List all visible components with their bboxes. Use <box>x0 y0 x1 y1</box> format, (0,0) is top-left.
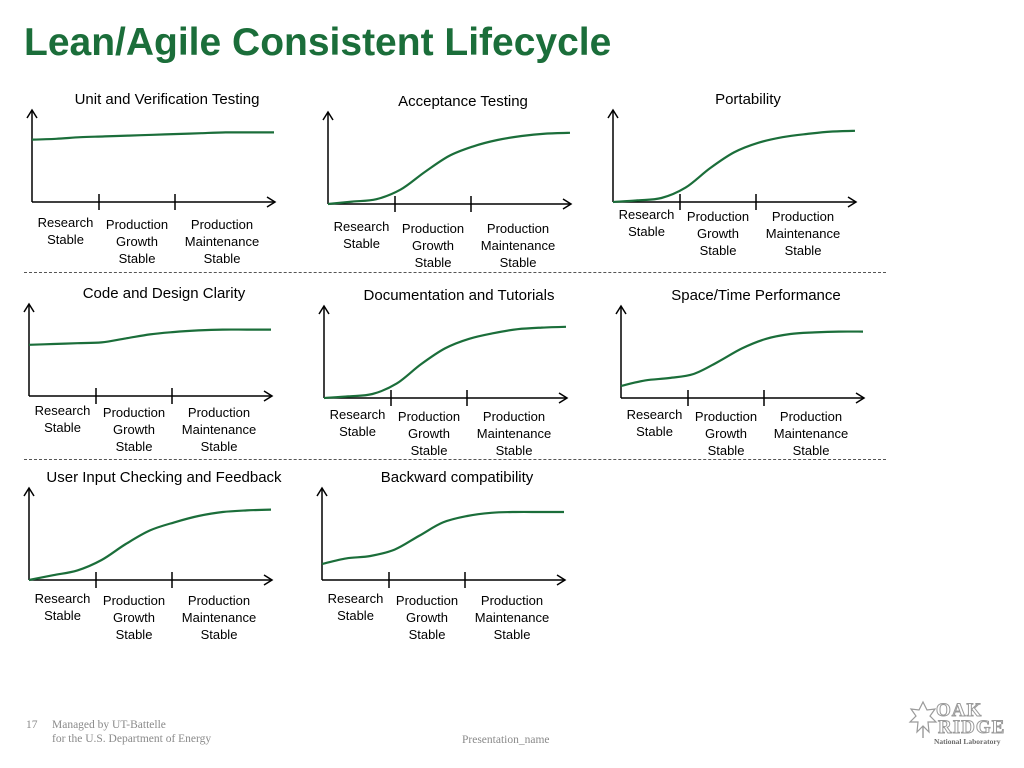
chart-title: Backward compatibility <box>380 469 534 486</box>
maturity-curve <box>28 328 271 346</box>
phase-label: Research Stable <box>37 215 94 247</box>
chart-title: Space/Time Performance <box>671 287 841 304</box>
chart-panel: Backward compatibility Research Stable Pro… <box>312 468 602 648</box>
x-axis-arrow <box>556 574 567 586</box>
phase-label: Production Maintenance Stable <box>765 209 841 258</box>
logo-word-oak: OAK <box>935 700 983 722</box>
row-divider-1 <box>24 272 886 273</box>
phase-label: Production Growth Stable <box>102 593 166 642</box>
x-axis-arrow <box>847 196 858 208</box>
phase-label: Research Stable <box>34 403 91 435</box>
phase-label: Research Stable <box>34 591 91 623</box>
y-axis-arrow <box>23 302 35 313</box>
footer-department: for the U.S. Department of Energy <box>52 733 212 745</box>
phase-label: Production Growth Stable <box>694 409 758 458</box>
y-axis-arrow <box>316 486 328 497</box>
maturity-curve <box>620 330 864 388</box>
logo-subtitle: National Laboratory <box>934 737 1001 746</box>
chart-plot <box>26 108 277 210</box>
chart-panel: Portability Research Stable Production Gro… <box>603 90 893 270</box>
chart-plot <box>322 110 573 212</box>
presentation-name: Presentation_name <box>462 734 550 746</box>
chart-plot <box>318 304 569 406</box>
chart-title: Code and Design Clarity <box>82 285 246 302</box>
maturity-curve <box>323 325 567 400</box>
chart-title: Unit and Verification Testing <box>74 91 260 108</box>
x-axis-arrow <box>263 574 274 586</box>
chart-title: Acceptance Testing <box>398 93 528 110</box>
phase-label: Production Maintenance Stable <box>480 221 556 270</box>
chart-panel: Space/Time Performance Research Stable Pro… <box>611 286 901 466</box>
phase-label: Production Maintenance Stable <box>773 409 849 458</box>
chart-panel: Code and Design Clarity Research Stable Pr… <box>19 284 309 464</box>
maturity-curve <box>327 131 571 206</box>
phase-label: Research Stable <box>626 407 683 439</box>
chart-panel: User Input Checking and Feedback Research… <box>19 468 309 648</box>
maturity-curve <box>28 508 272 582</box>
phase-label: Production Growth Stable <box>401 221 465 270</box>
x-axis-arrow <box>855 392 866 404</box>
logo-word-ridge: RIDGE <box>937 717 1006 739</box>
maturity-curve <box>321 510 564 566</box>
oak-ridge-logo: OAK RIDGE National Laboratory <box>908 700 1008 750</box>
phase-label: Research Stable <box>333 219 390 251</box>
x-axis-arrow <box>266 196 277 208</box>
phase-label: Production Growth Stable <box>102 405 166 454</box>
phase-label: Research Stable <box>327 591 384 623</box>
y-axis-arrow <box>322 110 334 121</box>
y-axis-arrow <box>23 486 35 497</box>
x-axis-arrow <box>562 198 573 210</box>
maturity-curve <box>31 131 274 141</box>
chart-panel: Unit and Verification Testing Research St… <box>22 90 312 270</box>
phase-label: Research Stable <box>618 207 675 239</box>
row-divider-2 <box>24 459 886 460</box>
x-axis-arrow <box>558 392 569 404</box>
phase-label: Production Growth Stable <box>397 409 461 458</box>
footer-managed-by: Managed by UT-Battelle <box>52 719 166 731</box>
x-axis-arrow <box>263 390 274 402</box>
y-axis-arrow <box>607 108 619 119</box>
chart-title: User Input Checking and Feedback <box>46 469 282 486</box>
maturity-curve <box>612 129 856 204</box>
chart-title: Documentation and Tutorials <box>363 287 555 304</box>
y-axis-arrow <box>318 304 330 315</box>
chart-plot <box>316 486 567 588</box>
chart-plot <box>23 486 274 588</box>
phase-label: Production Maintenance Stable <box>474 593 550 642</box>
leaf-icon <box>908 700 938 738</box>
chart-title: Portability <box>715 91 781 108</box>
chart-panel: Documentation and Tutorials Research Stab… <box>314 286 604 466</box>
y-axis-arrow <box>615 304 627 315</box>
phase-label: Production Maintenance Stable <box>184 217 260 266</box>
phase-label: Production Maintenance Stable <box>181 593 257 642</box>
phase-label: Production Maintenance Stable <box>476 409 552 458</box>
chart-plot <box>607 108 858 210</box>
slide-title: Lean/Agile Consistent Lifecycle <box>24 21 612 64</box>
phase-label: Production Growth Stable <box>395 593 459 642</box>
page-number: 17 <box>26 719 38 731</box>
phase-label: Production Growth Stable <box>686 209 750 258</box>
chart-plot <box>23 302 274 404</box>
y-axis-arrow <box>26 108 38 119</box>
phase-label: Production Maintenance Stable <box>181 405 257 454</box>
chart-plot <box>615 304 866 406</box>
phase-label: Research Stable <box>329 407 386 439</box>
phase-label: Production Growth Stable <box>105 217 169 266</box>
chart-panel: Acceptance Testing Research Stable Product… <box>318 92 608 272</box>
